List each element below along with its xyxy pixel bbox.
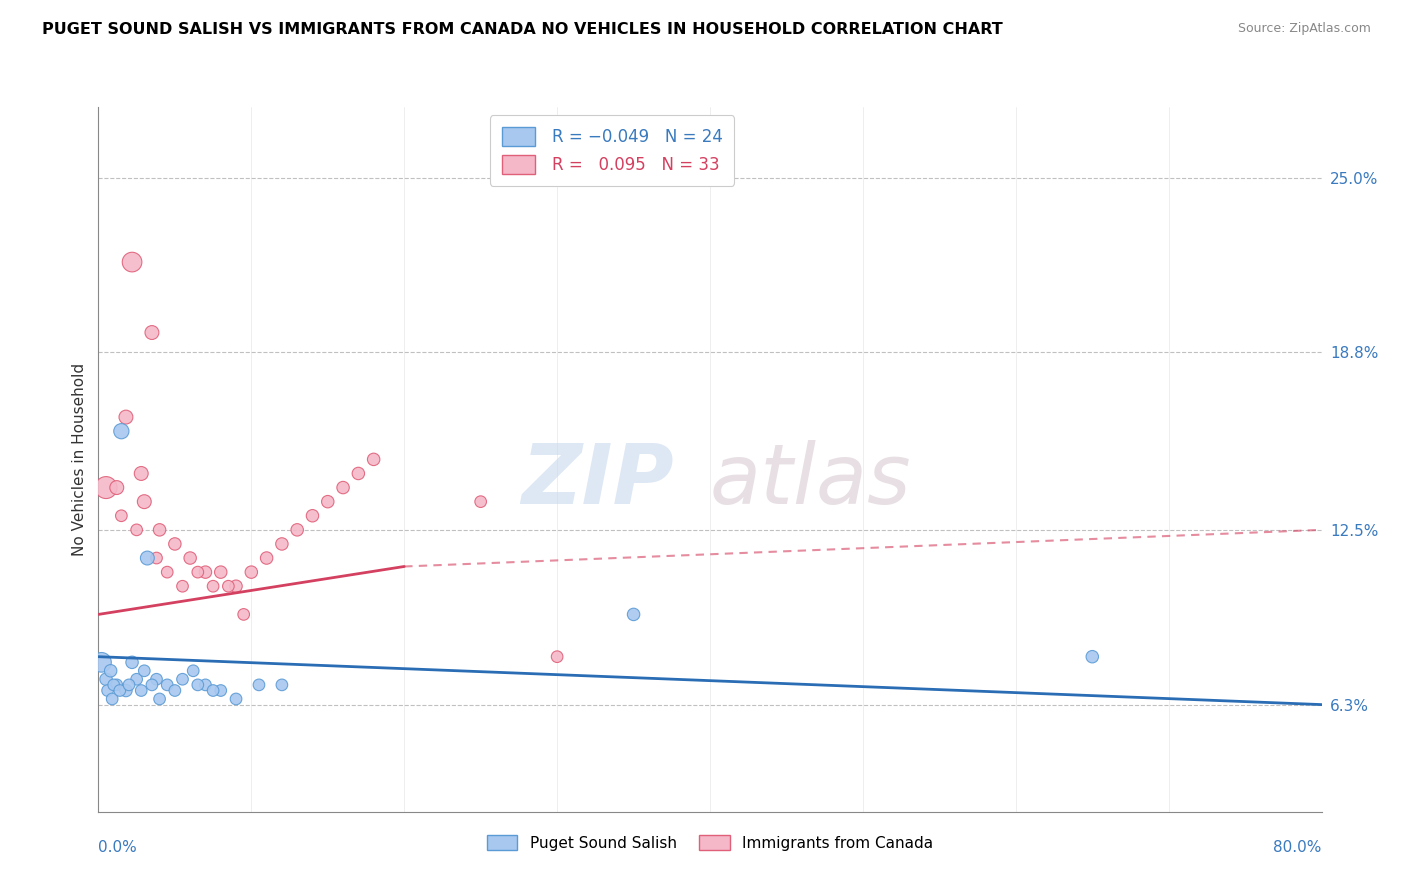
Point [97,683,120,698]
Point [187,565,209,579]
Point [247,678,270,692]
Point [240,565,263,579]
Point [129,467,152,481]
Point [110,508,132,523]
Point [285,523,308,537]
Point [145,551,167,566]
Point [121,255,143,269]
Point [194,678,217,692]
Point [1081,649,1104,664]
Point [209,683,232,698]
Point [134,664,156,678]
Point [134,494,156,508]
Point [105,481,128,495]
Text: 0.0%: 0.0% [98,840,138,855]
Point [149,523,172,537]
Point [270,678,294,692]
Point [110,424,132,438]
Legend: Puget Sound Salish, Immigrants from Canada: Puget Sound Salish, Immigrants from Cana… [481,829,939,857]
Point [217,579,239,593]
Point [94,481,117,495]
Point [118,678,141,692]
Point [270,537,294,551]
Text: atlas: atlas [710,440,911,521]
Point [163,537,186,551]
Point [115,683,138,698]
Point [202,579,225,593]
Point [141,678,163,692]
Point [100,664,122,678]
Point [209,565,232,579]
Text: PUGET SOUND SALISH VS IMMIGRANTS FROM CANADA NO VEHICLES IN HOUSEHOLD CORRELATIO: PUGET SOUND SALISH VS IMMIGRANTS FROM CA… [42,22,1002,37]
Text: Source: ZipAtlas.com: Source: ZipAtlas.com [1237,22,1371,36]
Text: ZIP: ZIP [520,440,673,521]
Point [105,678,128,692]
Point [363,452,385,467]
Y-axis label: No Vehicles in Household: No Vehicles in Household [72,363,87,556]
Text: 80.0%: 80.0% [1274,840,1322,855]
Point [103,678,125,692]
Point [194,565,217,579]
Point [332,481,354,495]
Point [121,656,143,670]
Point [156,678,179,692]
Point [179,551,201,566]
Point [141,326,163,340]
Point [125,672,148,686]
Point [129,683,152,698]
Point [172,672,194,686]
Point [202,683,225,698]
Point [181,664,204,678]
Point [470,494,492,508]
Point [546,649,568,664]
Point [94,672,117,686]
Point [347,467,370,481]
Point [172,579,194,593]
Point [623,607,645,622]
Point [101,692,124,706]
Point [90,656,112,670]
Point [316,494,339,508]
Point [149,692,172,706]
Point [125,523,148,537]
Point [115,410,138,425]
Point [156,565,179,579]
Point [225,692,247,706]
Point [108,683,131,698]
Point [187,678,209,692]
Point [163,683,186,698]
Point [256,551,278,566]
Point [136,551,159,566]
Point [145,672,167,686]
Point [232,607,254,622]
Point [301,508,323,523]
Point [225,579,247,593]
